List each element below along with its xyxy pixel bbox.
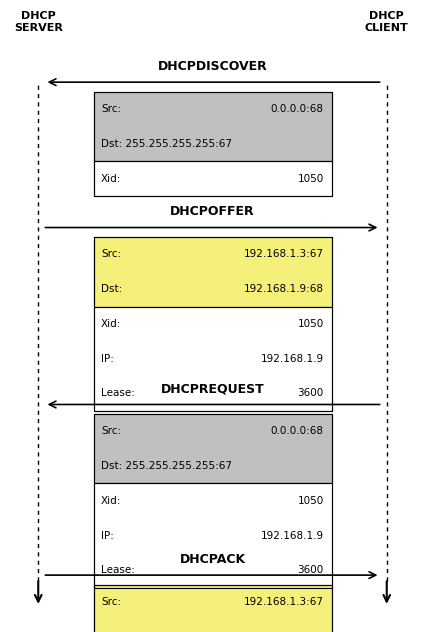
Bar	[94, 585, 332, 632]
Text: 1050: 1050	[298, 496, 324, 506]
Text: Xid:: Xid:	[101, 174, 122, 183]
Text: IP:: IP:	[101, 354, 114, 363]
Bar	[94, 92, 332, 196]
Bar	[94, 307, 332, 411]
Text: DHCP
CLIENT: DHCP CLIENT	[365, 11, 408, 33]
Bar	[94, 414, 332, 483]
Text: 1050: 1050	[298, 319, 324, 329]
Text: 192.168.1.9:68: 192.168.1.9:68	[244, 284, 324, 294]
Text: Src:: Src:	[101, 250, 121, 259]
Bar	[94, 414, 332, 588]
Text: DHCPREQUEST: DHCPREQUEST	[161, 382, 264, 395]
Bar	[94, 483, 332, 588]
Text: Dst: 255.255.255.255:67: Dst: 255.255.255.255:67	[101, 461, 232, 471]
Text: Src:: Src:	[101, 104, 121, 114]
Bar	[94, 161, 332, 196]
Bar	[94, 92, 332, 161]
Bar	[94, 237, 332, 411]
Text: 0.0.0.0:68: 0.0.0.0:68	[271, 104, 324, 114]
Text: Dst: 255.255.255.255:67: Dst: 255.255.255.255:67	[101, 139, 232, 149]
Text: Xid:: Xid:	[101, 319, 122, 329]
Text: 192.168.1.3:67: 192.168.1.3:67	[244, 597, 324, 607]
Text: DHCPDISCOVER: DHCPDISCOVER	[158, 60, 267, 73]
Text: 0.0.0.0:68: 0.0.0.0:68	[271, 427, 324, 436]
Text: IP:: IP:	[101, 531, 114, 540]
Text: DHCP
SERVER: DHCP SERVER	[14, 11, 63, 33]
Text: 1050: 1050	[298, 174, 324, 183]
Text: 192.168.1.3:67: 192.168.1.3:67	[244, 250, 324, 259]
Text: Src:: Src:	[101, 597, 121, 607]
Text: Lease:: Lease:	[101, 389, 135, 398]
Text: 192.168.1.9: 192.168.1.9	[261, 531, 324, 540]
Text: Src:: Src:	[101, 427, 121, 436]
Text: 192.168.1.9: 192.168.1.9	[261, 354, 324, 363]
Text: DHCPOFFER: DHCPOFFER	[170, 205, 255, 218]
Text: Dst:: Dst:	[101, 284, 122, 294]
Text: Lease:: Lease:	[101, 566, 135, 575]
Text: DHCPACK: DHCPACK	[179, 553, 246, 566]
Bar	[94, 585, 332, 632]
Text: 3600: 3600	[298, 389, 324, 398]
Bar	[94, 237, 332, 307]
Text: 3600: 3600	[298, 566, 324, 575]
Text: Xid:: Xid:	[101, 496, 122, 506]
